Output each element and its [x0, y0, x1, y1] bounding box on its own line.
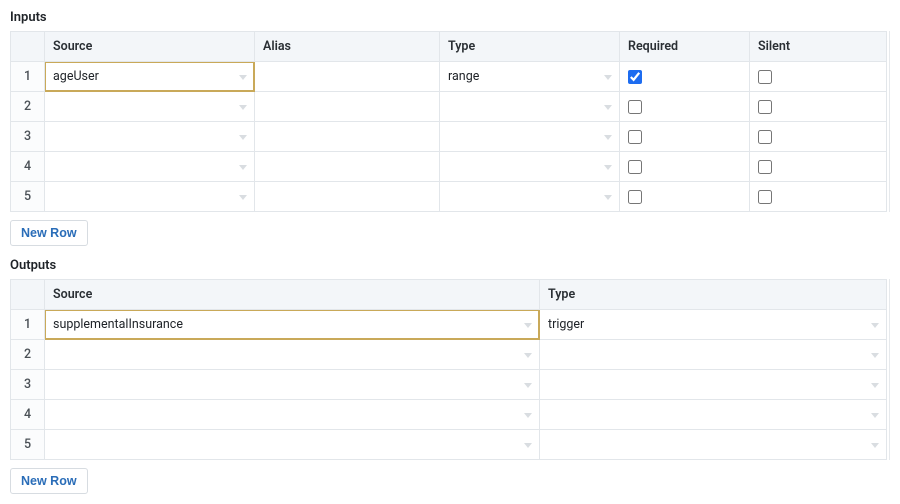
inputs-required-cell	[620, 62, 750, 92]
row-number: 5	[11, 182, 45, 212]
inputs-silent-cell	[750, 92, 887, 122]
outputs-type-cell[interactable]	[540, 370, 887, 400]
inputs-silent-checkbox[interactable]	[758, 100, 772, 114]
table-row: 2	[11, 340, 887, 370]
outputs-source-cell[interactable]	[45, 430, 540, 460]
row-number: 3	[11, 370, 45, 400]
outputs-type-cell[interactable]: trigger	[540, 310, 887, 340]
table-row: 4	[11, 400, 887, 430]
inputs-required-checkbox[interactable]	[628, 130, 642, 144]
inputs-silent-cell	[750, 182, 887, 212]
table-row: 5	[11, 182, 887, 212]
row-number: 1	[11, 62, 45, 92]
inputs-header-source: Source	[45, 32, 255, 62]
table-row: 2	[11, 92, 887, 122]
table-row: 3	[11, 122, 887, 152]
inputs-silent-checkbox[interactable]	[758, 160, 772, 174]
inputs-alias-cell[interactable]	[255, 182, 440, 212]
inputs-type-cell[interactable]	[440, 152, 620, 182]
inputs-required-checkbox[interactable]	[628, 190, 642, 204]
outputs-new-row-button[interactable]: New Row	[10, 468, 88, 494]
inputs-type-cell[interactable]	[440, 92, 620, 122]
inputs-alias-cell[interactable]	[255, 62, 440, 92]
inputs-header-blank	[11, 32, 45, 62]
table-row: 1ageUser range	[11, 62, 887, 92]
inputs-silent-checkbox[interactable]	[758, 190, 772, 204]
outputs-table-wrap: Source Type 1supplementalInsurancetrigge…	[10, 279, 890, 460]
inputs-table-wrap: Source Alias Type Required Silent 1ageUs…	[10, 31, 890, 212]
inputs-source-cell[interactable]	[45, 182, 255, 212]
table-row: 1supplementalInsurancetrigger	[11, 310, 887, 340]
table-row: 4	[11, 152, 887, 182]
inputs-source-cell[interactable]	[45, 152, 255, 182]
inputs-required-cell	[620, 122, 750, 152]
inputs-type-cell[interactable]	[440, 182, 620, 212]
inputs-alias-cell[interactable]	[255, 152, 440, 182]
inputs-required-cell	[620, 92, 750, 122]
outputs-source-cell[interactable]	[45, 340, 540, 370]
inputs-silent-cell	[750, 122, 887, 152]
outputs-header-blank	[11, 280, 45, 310]
inputs-header-type: Type	[440, 32, 620, 62]
outputs-header-row: Source Type	[11, 280, 887, 310]
table-row: 3	[11, 370, 887, 400]
outputs-type-cell[interactable]	[540, 430, 887, 460]
inputs-silent-checkbox[interactable]	[758, 130, 772, 144]
inputs-new-row-button[interactable]: New Row	[10, 220, 88, 246]
inputs-alias-cell[interactable]	[255, 122, 440, 152]
inputs-header-silent: Silent	[750, 32, 887, 62]
outputs-source-cell[interactable]	[45, 400, 540, 430]
inputs-alias-cell[interactable]	[255, 92, 440, 122]
outputs-header-type: Type	[540, 280, 887, 310]
inputs-type-cell[interactable]	[440, 122, 620, 152]
row-number: 5	[11, 430, 45, 460]
inputs-header-alias: Alias	[255, 32, 440, 62]
outputs-header-source: Source	[45, 280, 540, 310]
inputs-silent-checkbox[interactable]	[758, 70, 772, 84]
inputs-source-cell[interactable]	[45, 92, 255, 122]
row-number: 1	[11, 310, 45, 340]
inputs-silent-cell	[750, 62, 887, 92]
inputs-scrollbar[interactable]	[889, 31, 890, 212]
inputs-required-cell	[620, 152, 750, 182]
inputs-source-cell[interactable]	[45, 122, 255, 152]
outputs-type-cell[interactable]	[540, 400, 887, 430]
inputs-silent-cell	[750, 152, 887, 182]
inputs-required-checkbox[interactable]	[628, 160, 642, 174]
inputs-required-cell	[620, 182, 750, 212]
inputs-header-row: Source Alias Type Required Silent	[11, 32, 887, 62]
inputs-required-checkbox[interactable]	[628, 70, 642, 84]
inputs-type-cell[interactable]: range	[440, 62, 620, 92]
outputs-scrollbar[interactable]	[889, 279, 890, 460]
outputs-heading: Outputs	[10, 258, 890, 273]
outputs-source-cell[interactable]: supplementalInsurance	[45, 310, 540, 340]
outputs-source-cell[interactable]	[45, 370, 540, 400]
table-row: 5	[11, 430, 887, 460]
row-number: 2	[11, 92, 45, 122]
row-number: 4	[11, 400, 45, 430]
inputs-source-cell[interactable]: ageUser	[45, 62, 255, 92]
row-number: 2	[11, 340, 45, 370]
inputs-heading: Inputs	[10, 10, 890, 25]
outputs-type-cell[interactable]	[540, 340, 887, 370]
row-number: 3	[11, 122, 45, 152]
row-number: 4	[11, 152, 45, 182]
outputs-table: Source Type 1supplementalInsurancetrigge…	[10, 279, 887, 460]
inputs-header-required: Required	[620, 32, 750, 62]
inputs-required-checkbox[interactable]	[628, 100, 642, 114]
inputs-table: Source Alias Type Required Silent 1ageUs…	[10, 31, 887, 212]
